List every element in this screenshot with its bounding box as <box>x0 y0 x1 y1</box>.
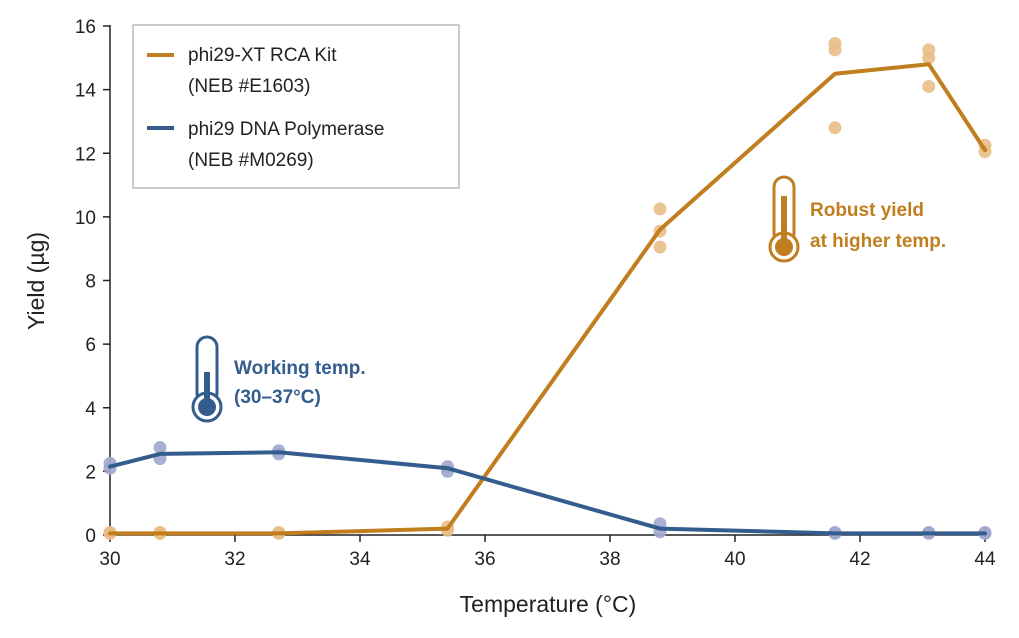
annotation-robust-yield-line1: Robust yield <box>810 200 924 221</box>
y-tick-label: 6 <box>85 335 96 356</box>
annotation-robust-yield: Robust yield at higher temp. <box>768 175 946 263</box>
data-point-xt <box>922 79 936 93</box>
x-tick-label: 32 <box>224 549 245 570</box>
data-point-xt <box>828 121 842 135</box>
annotation-working-temp-line2: (30–37°C) <box>234 387 321 408</box>
x-tick-label: 38 <box>599 549 620 570</box>
data-point-xt <box>828 43 842 57</box>
series-line-pol <box>108 450 987 536</box>
y-tick-label: 2 <box>85 462 96 483</box>
annotation-working-temp: Working temp. (30–37°C) <box>191 335 366 423</box>
thermometer-icon <box>191 335 223 423</box>
x-tick-label: 42 <box>849 549 870 570</box>
axes: 0 2 4 6 8 10 12 14 16 30 32 34 36 38 40 42 44 <box>75 17 996 570</box>
data-point-xt <box>653 202 667 216</box>
legend-label-xt-kit: phi29-XT RCA Kit <box>188 45 337 66</box>
y-axis-title: Yield (µg) <box>23 232 49 330</box>
y-tick-label: 12 <box>75 144 96 165</box>
series-line-xt <box>108 62 987 536</box>
annotation-robust-yield-line2: at higher temp. <box>810 231 946 252</box>
x-tick-label: 44 <box>974 549 996 570</box>
x-tick-label: 34 <box>349 549 371 570</box>
y-tick-label: 16 <box>75 17 96 38</box>
data-point-pol <box>153 441 167 455</box>
legend-label-phi29-polymerase-catalog: (NEB #M0269) <box>188 150 314 171</box>
data-point-xt <box>653 240 667 254</box>
y-tick-label: 8 <box>85 272 96 293</box>
x-tick-label: 40 <box>724 549 745 570</box>
thermometer-icon <box>768 175 800 263</box>
y-tick-label: 14 <box>75 81 97 102</box>
x-tick-label: 36 <box>474 549 495 570</box>
x-tick-label: 30 <box>99 549 120 570</box>
x-axis-title: Temperature (°C) <box>460 591 637 617</box>
data-point-xt <box>922 51 936 65</box>
legend-label-xt-kit-catalog: (NEB #E1603) <box>188 76 311 97</box>
data-series <box>103 36 992 540</box>
legend: phi29-XT RCA Kit (NEB #E1603) phi29 DNA … <box>132 24 460 189</box>
y-tick-label: 10 <box>75 208 96 229</box>
legend-label-phi29-polymerase: phi29 DNA Polymerase <box>188 119 384 140</box>
legend-frame <box>132 24 460 189</box>
y-tick-label: 4 <box>85 399 96 420</box>
annotation-working-temp-line1: Working temp. <box>234 358 366 379</box>
y-tick-label: 0 <box>85 526 96 547</box>
